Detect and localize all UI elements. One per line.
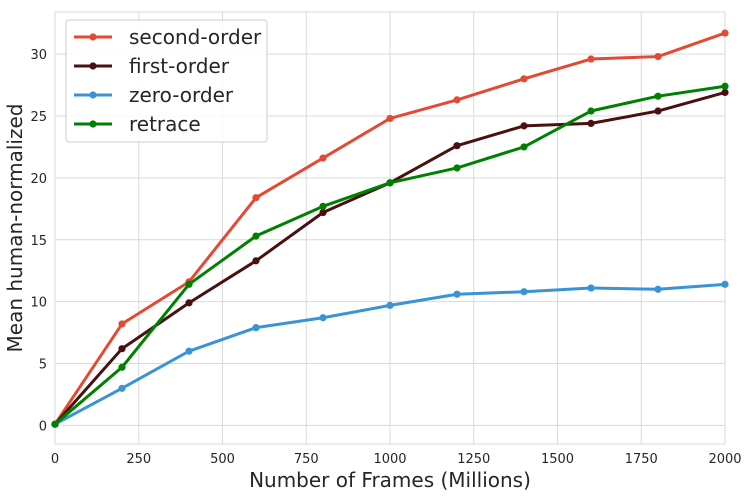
legend-item-retrace: retrace [74, 112, 201, 136]
data-point-retrace [185, 280, 193, 288]
x-tick-label: 1000 [373, 452, 406, 467]
y-axis-label: Mean human-normalized [3, 104, 27, 353]
data-point-first-order [319, 208, 327, 217]
y-tick-label: 15 [30, 234, 47, 249]
data-point-second-order [654, 52, 662, 61]
x-tick-label: 500 [210, 452, 235, 467]
legend-label-first-order: first-order [129, 54, 230, 78]
legend-label-second-order: second-order [129, 25, 262, 49]
data-point-retrace [51, 420, 59, 428]
x-tick-label: 1500 [541, 452, 574, 467]
x-tick-labels: 0 250 500 750 1000 1250 1500 1750 2000 [51, 452, 742, 467]
y-tick-label: 30 [30, 48, 47, 63]
data-point-zero-order [453, 290, 461, 298]
data-point-retrace [520, 143, 528, 151]
legend-label-retrace: retrace [129, 112, 201, 136]
series-layer [51, 29, 729, 428]
data-point-zero-order [587, 284, 595, 292]
data-point-first-order [118, 345, 126, 353]
x-tick-label: 0 [51, 452, 59, 467]
data-point-first-order [453, 142, 461, 150]
data-point-first-order [587, 119, 595, 128]
data-point-first-order [252, 257, 260, 265]
data-point-first-order [721, 88, 729, 97]
series-retrace [51, 82, 729, 428]
data-point-second-order [386, 114, 394, 123]
x-tick-label: 2000 [708, 452, 741, 467]
y-tick-label: 0 [39, 419, 47, 434]
y-tick-label: 20 [30, 172, 47, 187]
data-point-second-order [587, 55, 595, 63]
data-point-zero-order [118, 384, 126, 392]
data-point-second-order [319, 154, 327, 162]
x-tick-label: 1750 [625, 452, 658, 467]
x-tick-label: 250 [126, 452, 151, 467]
legend-marker-second-order [89, 33, 97, 41]
data-point-zero-order [654, 285, 662, 293]
data-point-zero-order [386, 301, 394, 309]
data-point-zero-order [721, 280, 729, 288]
data-point-retrace [587, 107, 595, 115]
legend-marker-retrace [89, 120, 97, 128]
data-point-zero-order [185, 347, 193, 355]
y-tick-label: 5 [39, 358, 47, 373]
legend-item-second-order: second-order [74, 25, 262, 49]
data-point-retrace [252, 232, 260, 240]
data-point-retrace [319, 202, 327, 210]
data-point-second-order [520, 75, 528, 83]
data-point-retrace [118, 363, 126, 371]
data-point-second-order [118, 320, 126, 328]
data-point-first-order [520, 122, 528, 130]
data-point-second-order [453, 96, 461, 104]
data-point-first-order [185, 299, 193, 307]
y-tick-label: 25 [30, 110, 47, 125]
data-point-second-order [252, 194, 260, 202]
legend: second-order first-order zero-order retrace [65, 19, 268, 143]
data-point-retrace [721, 82, 729, 90]
legend-marker-first-order [89, 62, 97, 70]
legend-box [65, 19, 268, 143]
data-point-first-order [654, 107, 662, 115]
x-tick-label: 1250 [457, 452, 490, 467]
legend-item-first-order: first-order [74, 54, 230, 78]
data-point-retrace [386, 179, 394, 187]
x-tick-label: 750 [294, 452, 319, 467]
data-point-zero-order [520, 288, 528, 296]
y-tick-labels: 0 5 10 15 20 25 30 [30, 48, 47, 434]
data-point-second-order [721, 29, 729, 37]
legend-label-zero-order: zero-order [129, 83, 234, 107]
data-point-zero-order [319, 314, 327, 322]
x-axis-label: Number of Frames (Millions) [249, 468, 531, 492]
data-point-retrace [654, 92, 662, 100]
y-tick-label: 10 [30, 296, 47, 311]
legend-item-zero-order: zero-order [74, 83, 234, 107]
legend-marker-zero-order [89, 91, 97, 99]
data-point-zero-order [252, 324, 260, 332]
data-point-retrace [453, 164, 461, 172]
